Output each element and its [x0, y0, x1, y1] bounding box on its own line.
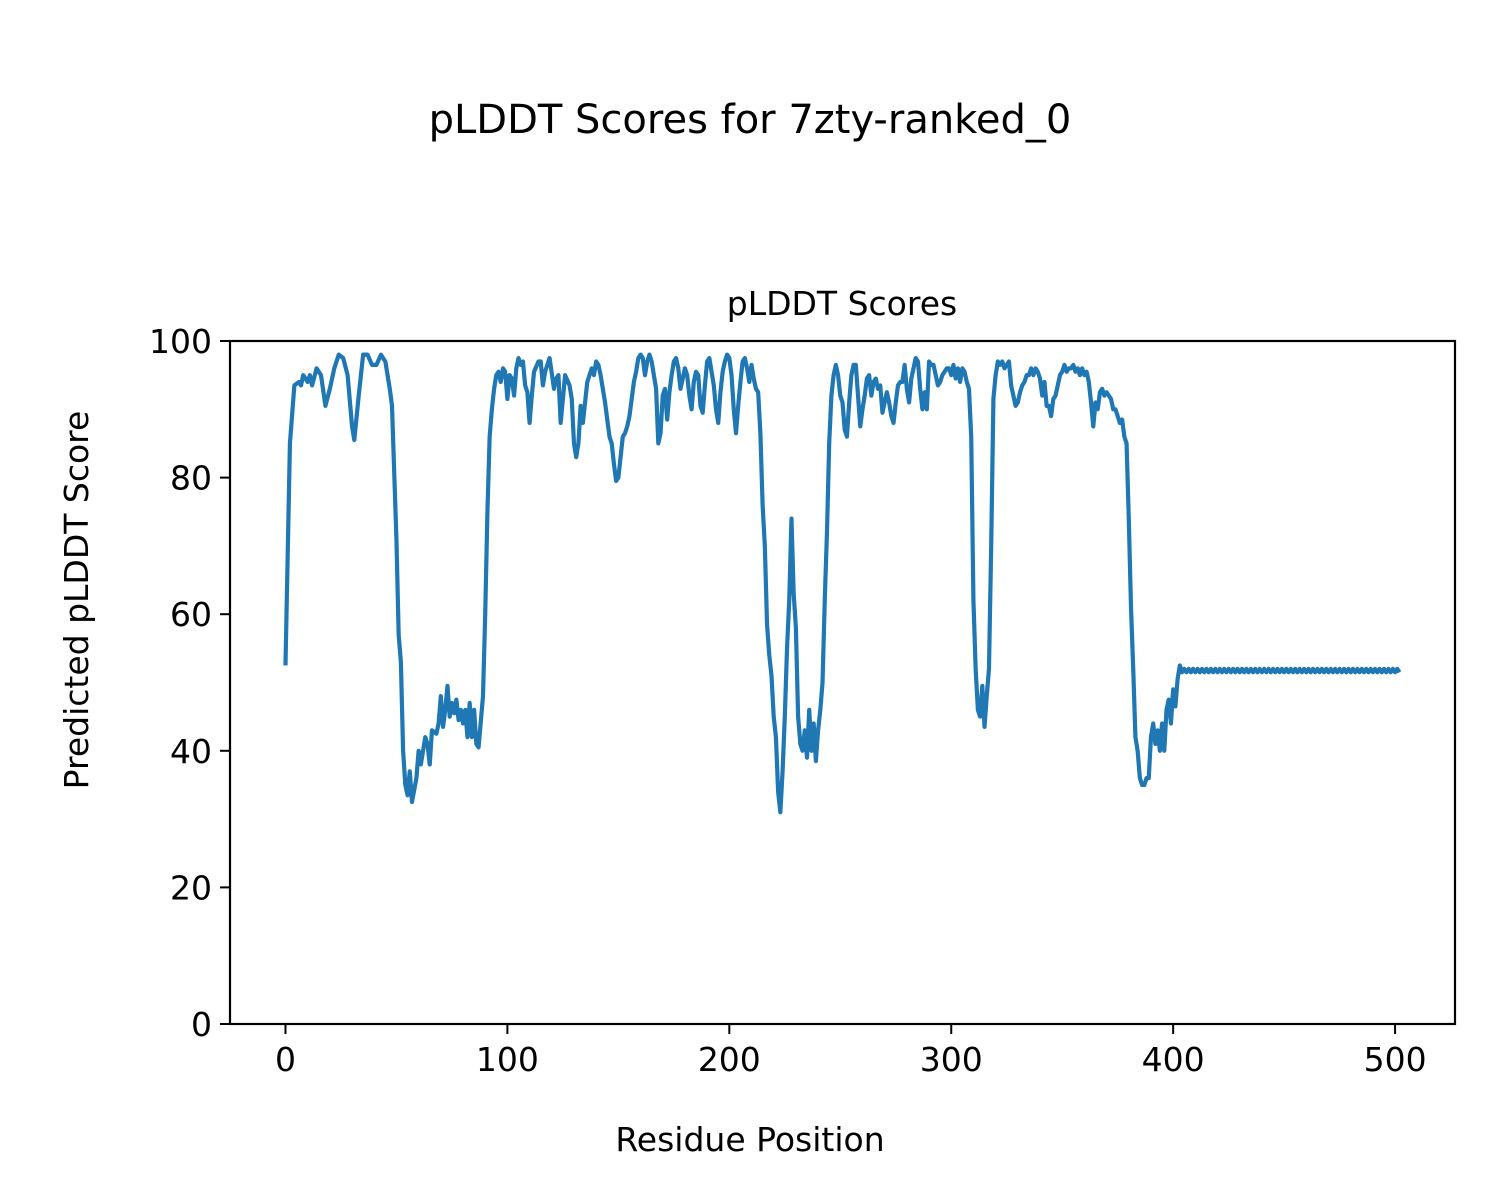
y-tick-label: 0: [191, 1005, 212, 1044]
series-line: [283, 352, 1402, 815]
y-tick-label: 40: [170, 732, 212, 771]
x-axis: 0 100 200 300 400 500: [275, 1024, 1427, 1079]
x-tick-label: 400: [1142, 1040, 1205, 1079]
y-axis-label: Predicted pLDDT Score: [57, 411, 96, 790]
x-tick-label: 500: [1364, 1040, 1427, 1079]
plot-frame: [228, 339, 1457, 1026]
x-tick-label: 200: [698, 1040, 761, 1079]
figure-suptitle: pLDDT Scores for 7zty-ranked_0: [429, 97, 1072, 143]
plot-area: [228, 339, 1457, 1026]
y-tick-label: 60: [170, 595, 212, 634]
x-tick-label: 0: [275, 1040, 296, 1079]
x-axis-label: Residue Position: [615, 1120, 884, 1159]
x-tick-label: 100: [476, 1040, 539, 1079]
y-axis: 0 20 40 60 80 100: [149, 322, 230, 1044]
x-tick-label: 300: [920, 1040, 983, 1079]
y-tick-label: 100: [149, 322, 212, 361]
chart-title: pLDDT Scores: [727, 284, 957, 323]
y-tick-label: 80: [170, 459, 212, 498]
y-tick-label: 20: [170, 868, 212, 907]
